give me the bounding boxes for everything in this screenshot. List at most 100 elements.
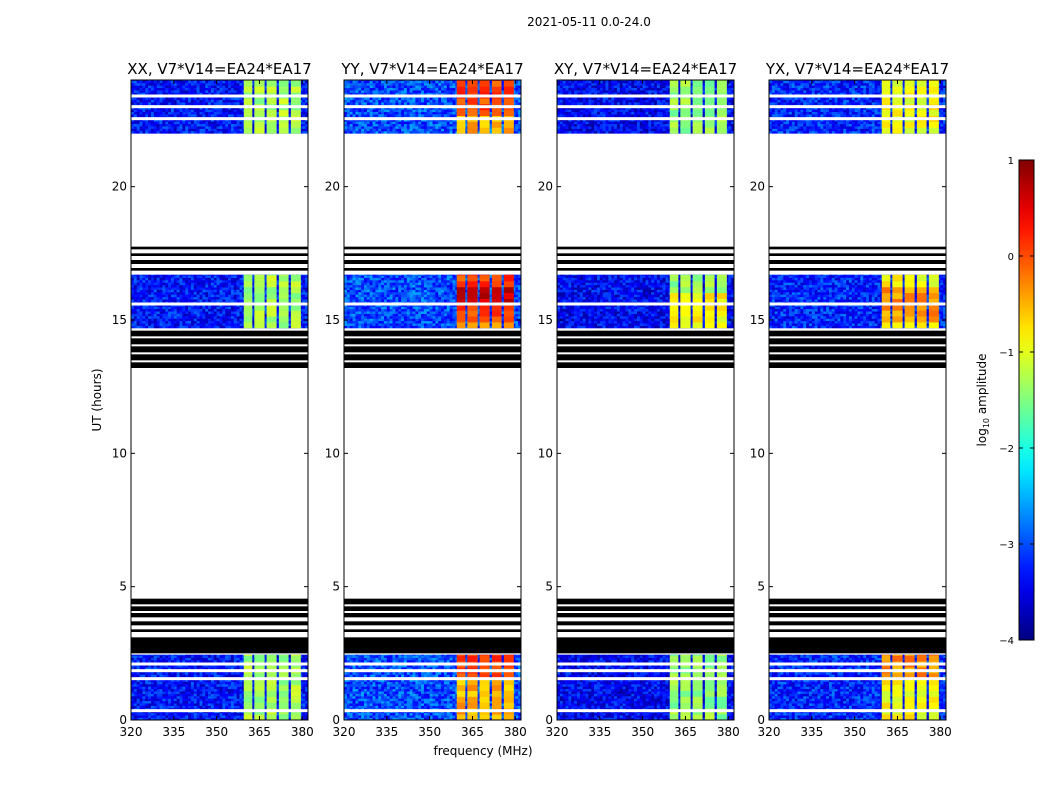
x-tick-label: 380 [717, 725, 740, 739]
x-tick-label: 350 [631, 725, 654, 739]
y-tick-label: 15 [112, 313, 127, 327]
band-column [467, 274, 478, 329]
flag-separator [557, 352, 734, 355]
flagged-band [769, 260, 946, 264]
flag-separator [557, 633, 734, 636]
empty-row [769, 669, 946, 673]
flag-separator [769, 604, 946, 607]
empty-row [557, 105, 734, 109]
flagged-band [131, 253, 308, 256]
band-column [243, 274, 253, 329]
flagged-band [557, 246, 734, 250]
flagged-band [557, 637, 734, 654]
empty-row [131, 677, 308, 681]
heatmap-panel-xx: XX, V7*V14=EA24*EA17 320 335 350 365 380 0 5 10 1… [112, 60, 314, 739]
flag-separator [769, 344, 946, 347]
flagged-band [769, 629, 946, 632]
x-tick-label: 320 [546, 725, 569, 739]
flagged-band [344, 637, 521, 654]
empty-row [344, 669, 521, 673]
band-column [881, 274, 891, 329]
colorbar-tick-label: 1 [1008, 156, 1014, 167]
empty-row [769, 662, 946, 666]
flagged-band [344, 260, 521, 264]
empty-row [557, 94, 734, 98]
band-column [479, 274, 490, 329]
flagged-band [769, 246, 946, 250]
flag-separator [557, 604, 734, 607]
flag-separator [557, 611, 734, 613]
flagged-band [769, 637, 946, 654]
y-tick-label: 20 [112, 180, 127, 194]
data-segment [131, 274, 308, 329]
flagged-band [344, 598, 521, 618]
empty-row [344, 105, 521, 109]
flag-separator [344, 336, 521, 339]
y-tick-label: 0 [545, 713, 553, 727]
colorbar-tick-label: −1 [999, 348, 1014, 359]
y-tick-label: 15 [750, 313, 765, 327]
flagged-band [131, 598, 308, 618]
flagged-band [131, 621, 308, 626]
y-tick-label: 20 [750, 180, 765, 194]
heatmap-panels: XX, V7*V14=EA24*EA17 320 335 350 365 380 0 5 10 1… [112, 60, 952, 739]
flagged-band [557, 621, 734, 626]
x-tick-label: 365 [674, 725, 697, 739]
x-tick-label: 350 [418, 725, 441, 739]
empty-row [557, 662, 734, 666]
y-tick-label: 5 [757, 580, 765, 594]
x-tick-label: 350 [843, 725, 866, 739]
empty-row [344, 709, 521, 713]
flagged-band [344, 246, 521, 250]
panel-frame [343, 79, 522, 721]
flag-separator [344, 344, 521, 347]
flag-separator [131, 336, 308, 339]
y-tick-label: 5 [545, 580, 553, 594]
flagged-band [344, 268, 521, 271]
y-tick-label: 15 [538, 313, 553, 327]
empty-row [769, 117, 946, 121]
heatmap-panel-xy: XY, V7*V14=EA24*EA17 320 335 350 365 380 0 5 10 1… [538, 60, 740, 739]
flagged-band [769, 598, 946, 618]
panel-frame [768, 79, 947, 721]
empty-row [131, 709, 308, 713]
empty-row [557, 677, 734, 681]
flagged-band [557, 253, 734, 256]
flagged-band [131, 268, 308, 271]
x-tick-label: 380 [929, 725, 952, 739]
flag-separator [769, 360, 946, 363]
empty-row [131, 662, 308, 666]
band-column [278, 274, 289, 329]
flagged-band [769, 330, 946, 368]
flag-separator [131, 344, 308, 347]
flag-separator [131, 352, 308, 355]
panel-title: XY, V7*V14=EA24*EA17 [554, 60, 737, 78]
colorbar-label: log10 amplitude [975, 354, 991, 447]
empty-row [131, 105, 308, 109]
empty-row [131, 94, 308, 98]
flag-separator [344, 352, 521, 355]
band-column [669, 274, 679, 329]
empty-row [557, 302, 734, 306]
colorbar: log10 amplitude 1 0 −1 −2 −3 −4 [975, 156, 1035, 647]
x-tick-label: 335 [375, 725, 398, 739]
band-column [266, 274, 277, 329]
colorbar-tick-label: −2 [999, 444, 1014, 455]
panel-title: YX, V7*V14=EA24*EA17 [765, 60, 949, 78]
flagged-band [557, 629, 734, 632]
flag-separator [131, 604, 308, 607]
flagged-band [344, 253, 521, 256]
flagged-band [557, 260, 734, 264]
empty-row [769, 94, 946, 98]
flagged-band [769, 268, 946, 271]
flagged-band [131, 637, 308, 654]
flagged-band [557, 598, 734, 618]
x-tick-label: 365 [461, 725, 484, 739]
flag-separator [344, 633, 521, 636]
flagged-band [344, 621, 521, 626]
empty-row [344, 677, 521, 681]
flagged-band [131, 629, 308, 632]
empty-row [557, 709, 734, 713]
heatmap-panel-yx: YX, V7*V14=EA24*EA17 320 335 350 365 380 0 5 10 1… [750, 60, 952, 739]
